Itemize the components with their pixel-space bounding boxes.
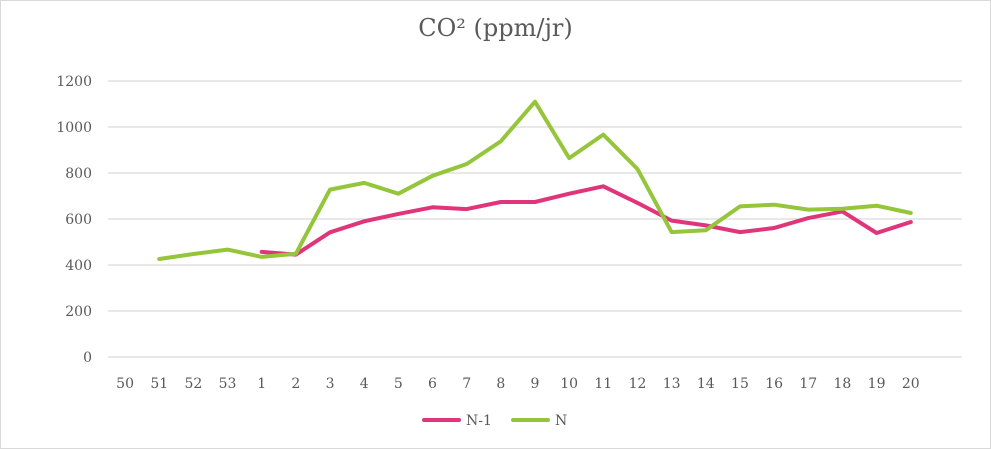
x-tick-label: 11 <box>594 376 612 392</box>
x-tick-label: 19 <box>868 376 886 392</box>
x-tick-label: 18 <box>834 376 852 392</box>
x-tick-label: 53 <box>219 376 237 392</box>
x-tick-label: 4 <box>360 376 369 392</box>
series-line-n <box>157 99 913 261</box>
legend-label: N <box>555 413 567 429</box>
x-tick-label: 2 <box>291 376 300 392</box>
x-tick-label: 3 <box>326 376 335 392</box>
x-tick-label: 20 <box>902 376 920 392</box>
y-tick-label: 200 <box>65 304 92 320</box>
y-tick-label: 0 <box>83 350 92 366</box>
x-tick-label: 17 <box>799 376 817 392</box>
x-tick-label: 1 <box>257 376 266 392</box>
y-tick-label: 1000 <box>56 120 92 136</box>
x-tick-label: 8 <box>496 376 505 392</box>
x-tick-label: 6 <box>428 376 437 392</box>
y-tick-label: 600 <box>65 212 92 228</box>
x-tick-label: 12 <box>629 376 647 392</box>
x-tick-label: 15 <box>731 376 749 392</box>
x-tick-label: 51 <box>150 376 168 392</box>
x-tick-label: 50 <box>116 376 134 392</box>
x-tick-label: 52 <box>184 376 202 392</box>
series-line-n-1 <box>259 184 913 257</box>
x-tick-label: 5 <box>394 376 403 392</box>
x-tick-label: 9 <box>531 376 540 392</box>
legend-label: N-1 <box>466 413 492 429</box>
y-tick-label: 400 <box>65 258 92 274</box>
x-tick-label: 10 <box>560 376 578 392</box>
chart-title: CO² (ppm/jr) <box>418 14 573 42</box>
x-tick-label: 16 <box>765 376 783 392</box>
y-tick-label: 800 <box>65 166 92 182</box>
x-tick-label: 7 <box>462 376 471 392</box>
x-tick-label: 13 <box>663 376 681 392</box>
x-tick-label: 14 <box>697 376 715 392</box>
y-tick-label: 1200 <box>56 74 92 90</box>
